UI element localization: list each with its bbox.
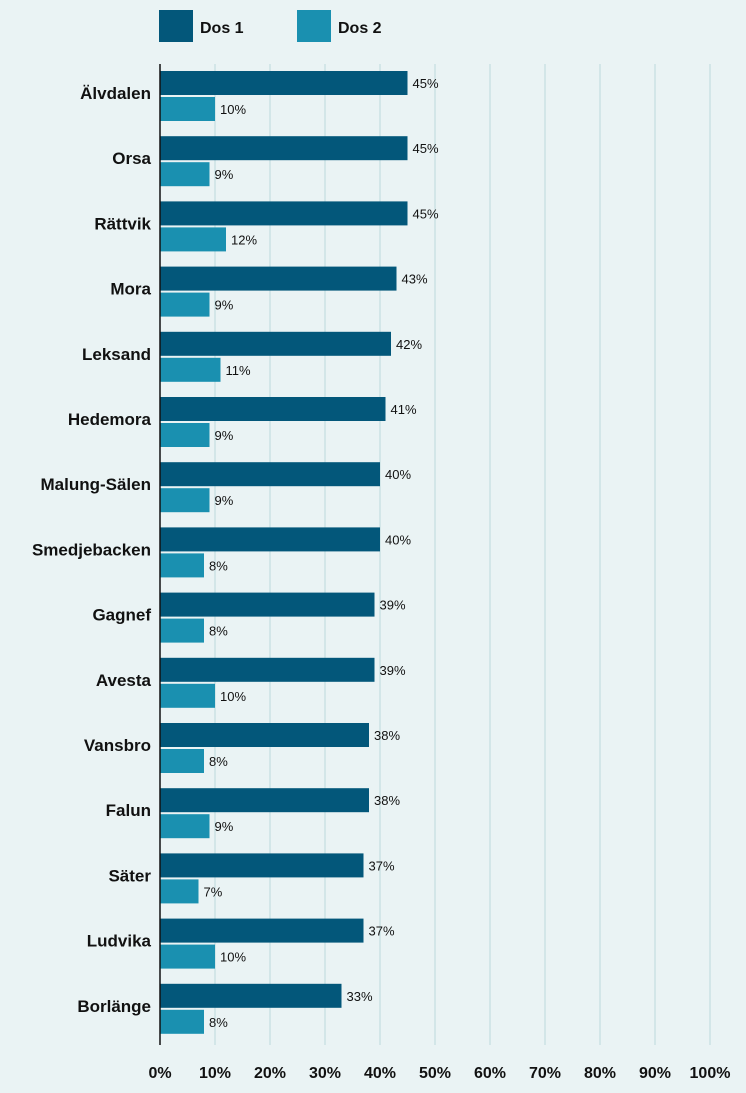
bar-2-8 [160,618,204,643]
bar-1-9 [160,657,375,682]
data-label-1-7: 40% [385,532,411,547]
data-label-1-14: 33% [347,989,373,1004]
category-label-5: Hedemora [68,410,152,429]
data-label-2-6: 9% [215,493,234,508]
bar-2-6 [160,488,210,513]
category-label-8: Gagnef [92,606,151,625]
category-label-4: Leksand [82,345,151,364]
x-tick-label-50: 50% [419,1065,451,1082]
category-label-9: Avesta [96,671,152,690]
data-label-1-12: 37% [369,858,395,873]
data-label-1-8: 39% [380,598,406,613]
category-label-2: Rättvik [94,214,151,233]
bar-2-3 [160,292,210,317]
bar-2-1 [160,162,210,187]
category-label-11: Falun [106,801,151,820]
legend-label-2: Dos 2 [338,20,382,37]
bar-2-0 [160,97,215,121]
category-label-0: Älvdalen [80,84,151,103]
x-tick-label-0: 0% [148,1065,171,1082]
x-tick-label-30: 30% [309,1065,341,1082]
data-label-1-4: 42% [396,337,422,352]
data-label-1-5: 41% [391,402,417,417]
bar-2-11 [160,814,210,839]
bars [160,71,408,1034]
data-label-2-0: 10% [220,102,246,117]
bar-1-10 [160,723,369,747]
data-label-2-10: 8% [209,754,228,769]
legend-label-1: Dos 1 [200,20,244,37]
data-label-2-13: 10% [220,950,246,965]
data-label-1-9: 39% [380,663,406,678]
bar-1-11 [160,788,369,813]
bar-2-2 [160,227,226,252]
legend: Dos 1 Dos 2 [159,10,382,42]
data-label-2-4: 11% [226,363,251,378]
category-label-13: Ludvika [87,932,152,951]
labels: 0% 10% 20% 30% 40% 50% 60% 70% 80% 90% 100% 45% 10% Ä… [32,76,731,1082]
category-label-1: Orsa [112,149,151,168]
category-label-7: Smedjebacken [32,540,151,559]
data-label-2-1: 9% [215,167,234,182]
data-label-1-2: 45% [413,206,439,221]
x-tick-label-80: 80% [584,1065,616,1082]
bar-1-1 [160,136,408,161]
bar-2-10 [160,749,204,773]
bar-1-2 [160,201,408,226]
bar-2-4 [160,357,221,382]
category-label-6: Malung-Sälen [40,475,151,494]
data-label-1-1: 45% [413,141,439,156]
data-label-1-13: 37% [369,924,395,939]
bar-1-4 [160,331,391,356]
data-label-2-7: 8% [209,558,228,573]
category-label-3: Mora [110,280,151,299]
bar-2-14 [160,1009,204,1034]
x-tick-label-100: 100% [690,1065,731,1082]
x-tick-label-60: 60% [474,1065,506,1082]
bar-1-12 [160,853,364,878]
bar-1-7 [160,527,380,552]
bar-1-0 [160,71,408,95]
data-label-1-0: 45% [413,76,439,91]
x-tick-label-20: 20% [254,1065,286,1082]
data-label-1-11: 38% [374,793,400,808]
data-label-2-3: 9% [215,298,234,313]
data-label-2-9: 10% [220,689,246,704]
x-tick-label-40: 40% [364,1065,396,1082]
bar-2-9 [160,683,215,708]
gridlines [214,64,711,1045]
category-label-14: Borlänge [77,997,151,1016]
bar-1-3 [160,266,397,291]
bar-1-14 [160,983,342,1008]
bar-1-8 [160,592,375,617]
bar-1-6 [160,462,380,487]
data-label-2-5: 9% [215,428,234,443]
x-tick-label-90: 90% [639,1065,671,1082]
data-label-1-10: 38% [374,728,400,743]
legend-swatch-2 [297,10,331,42]
legend-swatch-1 [159,10,193,42]
x-tick-label-10: 10% [199,1065,231,1082]
bar-2-7 [160,553,204,578]
x-tick-label-70: 70% [529,1065,561,1082]
data-label-1-6: 40% [385,467,411,482]
data-label-2-12: 7% [204,884,223,899]
bar-2-5 [160,423,210,447]
data-label-2-2: 12% [231,232,257,247]
bar-1-13 [160,918,364,943]
data-label-2-14: 8% [209,1015,228,1030]
data-label-1-3: 43% [402,272,428,287]
data-label-2-8: 8% [209,624,228,639]
category-label-12: Säter [108,866,151,885]
bar-2-13 [160,944,215,969]
category-label-10: Vansbro [84,736,151,755]
bar-1-5 [160,397,386,421]
data-label-2-11: 9% [215,819,234,834]
bar-2-12 [160,879,199,904]
